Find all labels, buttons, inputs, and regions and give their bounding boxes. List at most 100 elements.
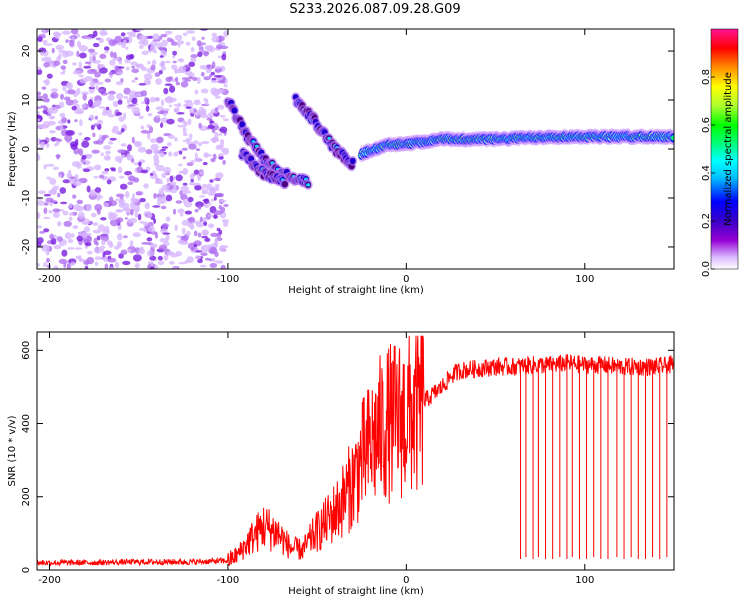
noise-blob — [129, 217, 137, 224]
noise-blob — [124, 59, 131, 64]
noise-blob — [203, 204, 210, 208]
noise-blob — [83, 226, 90, 233]
noise-blob — [185, 137, 192, 141]
noise-blob — [203, 198, 210, 204]
noise-blob — [97, 224, 105, 232]
noise-blob — [182, 32, 188, 37]
noise-blob — [127, 248, 132, 253]
noise-blob — [38, 196, 42, 202]
noise-blob — [161, 39, 168, 47]
noise-blob — [150, 64, 156, 71]
noise-blob — [134, 77, 138, 81]
noise-blob — [184, 210, 192, 215]
noise-blob — [199, 195, 206, 198]
noise-blob — [165, 234, 170, 241]
noise-blob — [157, 47, 167, 50]
noise-blob — [213, 214, 218, 219]
noise-blob — [127, 181, 134, 185]
noise-blob — [50, 238, 57, 245]
noise-blob — [97, 119, 103, 126]
noise-blob — [92, 42, 100, 48]
noise-blob — [199, 65, 207, 70]
noise-blob — [104, 51, 109, 54]
noise-blob — [216, 144, 225, 148]
noise-blob — [42, 40, 48, 43]
noise-blob — [210, 87, 218, 95]
noise-blob — [149, 255, 156, 261]
noise-blob — [39, 231, 46, 234]
noise-blob — [42, 93, 48, 99]
noise-blob — [146, 249, 155, 257]
noise-blob — [172, 50, 178, 56]
noise-blob — [37, 111, 40, 116]
noise-blob — [204, 154, 213, 157]
noise-blob — [107, 141, 114, 145]
noise-blob — [47, 120, 56, 126]
noise-blob — [37, 262, 41, 267]
noise-blob — [84, 266, 89, 269]
noise-blob — [155, 114, 161, 118]
noise-blob — [50, 94, 56, 98]
noise-blob — [173, 103, 182, 107]
noise-blob — [89, 55, 94, 63]
noise-blob — [63, 220, 72, 227]
noise-blob — [215, 172, 224, 180]
noise-blob — [157, 260, 165, 266]
noise-blob — [94, 115, 99, 120]
streak-core — [231, 107, 238, 114]
noise-blob — [192, 76, 198, 81]
noise-blob — [213, 210, 223, 216]
noise-blob — [139, 221, 145, 224]
noise-blob — [62, 50, 70, 58]
noise-blob — [72, 70, 82, 75]
noise-blob — [193, 101, 201, 105]
noise-blob — [175, 200, 183, 204]
noise-blob — [186, 30, 196, 34]
noise-blob — [104, 168, 110, 172]
noise-blob — [149, 173, 154, 176]
noise-blob — [67, 89, 76, 95]
noise-blob — [89, 114, 95, 121]
noise-blob — [176, 40, 185, 45]
noise-blob — [72, 62, 77, 66]
noise-blob — [53, 244, 62, 250]
noise-blob — [190, 248, 195, 251]
spectrogram-heatmap — [37, 29, 674, 269]
noise-blob — [190, 57, 197, 63]
noise-blob — [120, 143, 127, 147]
noise-blob — [154, 264, 159, 269]
noise-blob — [130, 61, 138, 66]
noise-blob — [153, 192, 157, 199]
noise-blob — [60, 71, 65, 75]
noise-blob — [37, 190, 46, 194]
noise-blob — [182, 182, 188, 186]
noise-blob — [136, 141, 143, 147]
noise-blob — [129, 240, 134, 248]
noise-blob — [55, 44, 65, 51]
noise-blob — [74, 247, 83, 250]
noise-blob — [184, 121, 188, 127]
noise-blob — [157, 255, 163, 261]
noise-blob — [107, 90, 116, 95]
noise-blob — [200, 111, 206, 115]
noise-blob — [160, 117, 169, 124]
y-tick-label: 400 — [21, 414, 32, 433]
noise-blob — [174, 106, 180, 114]
noise-blob — [60, 65, 66, 70]
noise-blob — [208, 258, 212, 262]
noise-blob — [178, 66, 182, 74]
noise-blob — [160, 122, 164, 128]
noise-blob — [37, 237, 44, 244]
noise-blob — [100, 234, 109, 242]
noise-blob — [201, 36, 205, 40]
colorbar-tick-label: 0.0 — [701, 261, 712, 277]
noise-blob — [46, 73, 53, 79]
noise-blob — [92, 222, 99, 226]
noise-blob — [178, 261, 187, 265]
noise-blob — [214, 107, 219, 112]
noise-blob — [149, 138, 158, 143]
noise-blob — [84, 242, 92, 247]
noise-blob — [201, 235, 209, 239]
noise-blob — [53, 143, 58, 147]
